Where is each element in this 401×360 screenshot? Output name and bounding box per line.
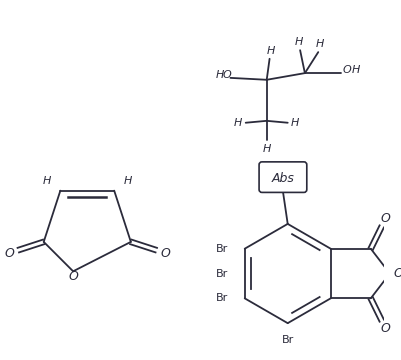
Text: O: O bbox=[393, 267, 401, 280]
Text: O: O bbox=[381, 212, 391, 225]
Text: H: H bbox=[316, 39, 324, 49]
Text: O: O bbox=[4, 247, 14, 260]
Text: Br: Br bbox=[282, 335, 294, 345]
Text: H: H bbox=[234, 118, 242, 128]
Text: H: H bbox=[124, 176, 132, 186]
Text: Br: Br bbox=[216, 244, 228, 254]
Text: Abs: Abs bbox=[271, 172, 294, 185]
Text: Br: Br bbox=[216, 293, 228, 303]
Text: O: O bbox=[160, 247, 170, 260]
Text: H: H bbox=[266, 46, 275, 56]
Text: H: H bbox=[351, 65, 360, 75]
Text: O: O bbox=[342, 65, 351, 75]
Text: O: O bbox=[381, 322, 391, 335]
Text: H: H bbox=[216, 70, 224, 80]
Text: Br: Br bbox=[216, 269, 228, 279]
Text: H: H bbox=[295, 37, 303, 46]
Text: H: H bbox=[291, 118, 300, 128]
Text: O: O bbox=[68, 270, 78, 283]
Text: H: H bbox=[43, 176, 51, 186]
FancyBboxPatch shape bbox=[259, 162, 307, 192]
Text: H: H bbox=[263, 144, 271, 154]
Text: O: O bbox=[222, 70, 231, 80]
